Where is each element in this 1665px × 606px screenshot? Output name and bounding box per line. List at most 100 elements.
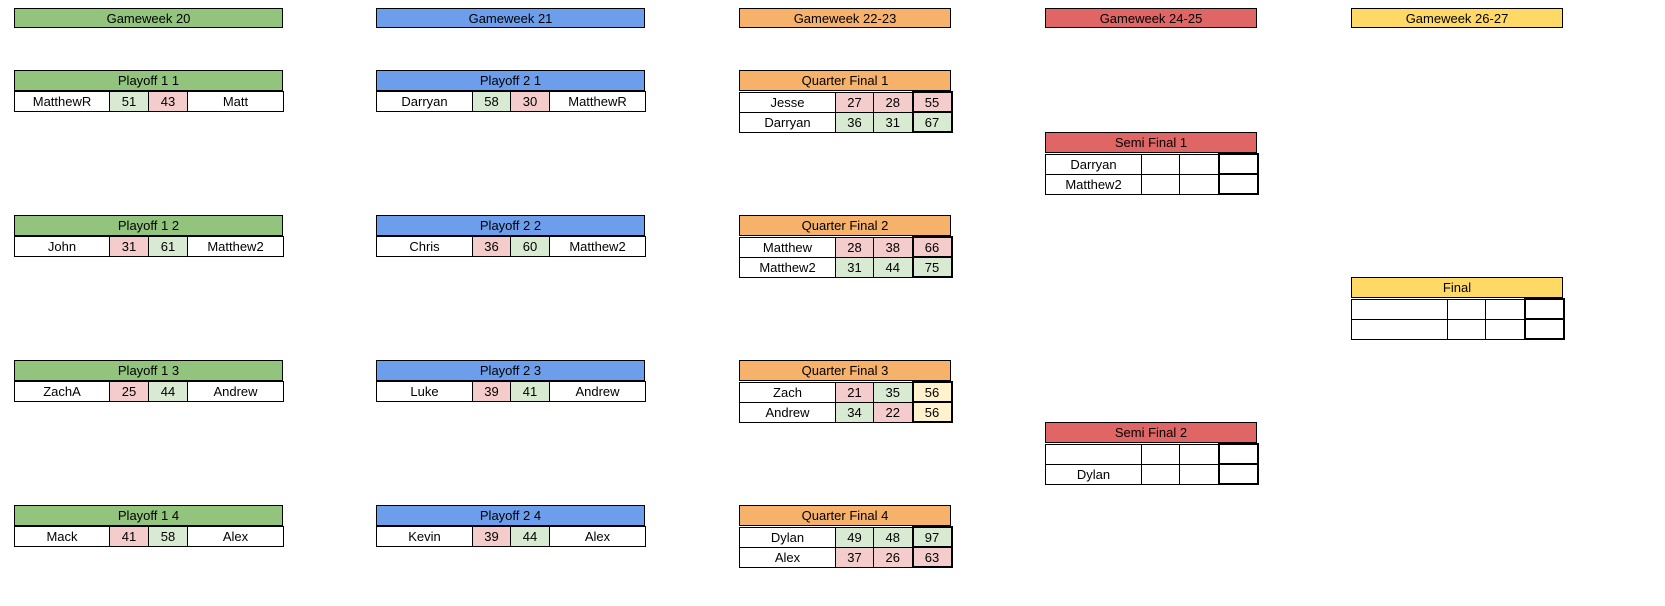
week1-score-cell[interactable] — [1141, 153, 1180, 175]
week1-score-cell[interactable] — [1141, 443, 1180, 465]
week2-score-cell[interactable] — [1179, 153, 1219, 175]
match-title[interactable]: Playoff 1 4 — [14, 505, 283, 526]
player-cell[interactable]: Jesse — [739, 91, 836, 113]
total-score-cell[interactable]: 56 — [911, 381, 953, 403]
player-cell[interactable]: Zach — [739, 381, 836, 403]
total-score-cell[interactable] — [1217, 443, 1259, 465]
home-player-cell[interactable]: John — [14, 236, 110, 257]
player-cell[interactable]: Alex — [739, 546, 836, 568]
week2-score-cell[interactable] — [1485, 298, 1525, 320]
away-score-cell[interactable]: 58 — [148, 526, 188, 547]
away-score-cell[interactable]: 60 — [510, 236, 550, 257]
gameweek-20-header[interactable]: Gameweek 20 — [14, 8, 283, 28]
home-score-cell[interactable]: 51 — [109, 91, 149, 112]
match-title[interactable]: Playoff 1 3 — [14, 360, 283, 381]
away-player-cell[interactable]: Alex — [187, 526, 284, 547]
match-title[interactable]: Quarter Final 4 — [739, 505, 951, 526]
player-cell[interactable] — [1351, 318, 1448, 340]
match-title[interactable]: Playoff 1 1 — [14, 70, 283, 91]
gameweek-24-25-header[interactable]: Gameweek 24-25 — [1045, 8, 1257, 28]
away-score-cell[interactable]: 30 — [510, 91, 550, 112]
week2-score-cell[interactable]: 38 — [873, 236, 913, 258]
player-cell[interactable]: Matthew — [739, 236, 836, 258]
away-player-cell[interactable]: Alex — [549, 526, 646, 547]
player-cell[interactable]: Darryan — [739, 111, 836, 133]
gameweek-22-23-header[interactable]: Gameweek 22-23 — [739, 8, 951, 28]
gameweek-26-27-header[interactable]: Gameweek 26-27 — [1351, 8, 1563, 28]
home-score-cell[interactable]: 36 — [472, 236, 511, 257]
match-title[interactable]: Quarter Final 1 — [739, 70, 951, 91]
away-player-cell[interactable]: Matthew2 — [187, 236, 284, 257]
total-score-cell[interactable] — [1217, 463, 1259, 485]
away-player-cell[interactable]: MatthewR — [549, 91, 646, 112]
total-score-cell[interactable] — [1523, 298, 1565, 320]
home-player-cell[interactable]: Luke — [376, 381, 473, 402]
home-score-cell[interactable]: 31 — [109, 236, 149, 257]
week2-score-cell[interactable] — [1179, 173, 1219, 195]
week2-score-cell[interactable]: 31 — [873, 111, 913, 133]
away-player-cell[interactable]: Andrew — [187, 381, 284, 402]
match-title[interactable]: Playoff 2 4 — [376, 505, 645, 526]
week2-score-cell[interactable]: 35 — [873, 381, 913, 403]
week2-score-cell[interactable]: 28 — [873, 91, 913, 113]
week1-score-cell[interactable]: 21 — [835, 381, 874, 403]
week1-score-cell[interactable] — [1447, 318, 1486, 340]
total-score-cell[interactable] — [1217, 153, 1259, 175]
week1-score-cell[interactable]: 36 — [835, 111, 874, 133]
away-score-cell[interactable]: 43 — [148, 91, 188, 112]
match-title[interactable]: Quarter Final 2 — [739, 215, 951, 236]
player-cell[interactable] — [1045, 443, 1142, 465]
match-title[interactable]: Playoff 2 3 — [376, 360, 645, 381]
match-title[interactable]: Playoff 2 1 — [376, 70, 645, 91]
away-score-cell[interactable]: 44 — [148, 381, 188, 402]
away-player-cell[interactable]: Matt — [187, 91, 284, 112]
total-score-cell[interactable] — [1217, 173, 1259, 195]
player-cell[interactable]: Andrew — [739, 401, 836, 423]
player-cell[interactable] — [1351, 298, 1448, 320]
home-score-cell[interactable]: 39 — [472, 526, 511, 547]
home-player-cell[interactable]: Mack — [14, 526, 110, 547]
player-cell[interactable]: Dylan — [1045, 463, 1142, 485]
home-score-cell[interactable]: 41 — [109, 526, 149, 547]
week1-score-cell[interactable]: 37 — [835, 546, 874, 568]
home-player-cell[interactable]: Chris — [376, 236, 473, 257]
home-player-cell[interactable]: Darryan — [376, 91, 473, 112]
total-score-cell[interactable]: 66 — [911, 236, 953, 258]
away-player-cell[interactable]: Andrew — [549, 381, 646, 402]
away-player-cell[interactable]: Matthew2 — [549, 236, 646, 257]
total-score-cell[interactable]: 55 — [911, 91, 953, 113]
week2-score-cell[interactable]: 48 — [873, 526, 913, 548]
player-cell[interactable]: Dylan — [739, 526, 836, 548]
total-score-cell[interactable]: 63 — [911, 546, 953, 568]
week1-score-cell[interactable] — [1447, 298, 1486, 320]
total-score-cell[interactable] — [1523, 318, 1565, 340]
week1-score-cell[interactable]: 49 — [835, 526, 874, 548]
match-title[interactable]: Quarter Final 3 — [739, 360, 951, 381]
away-score-cell[interactable]: 44 — [510, 526, 550, 547]
total-score-cell[interactable]: 97 — [911, 526, 953, 548]
away-score-cell[interactable]: 61 — [148, 236, 188, 257]
total-score-cell[interactable]: 56 — [911, 401, 953, 423]
home-score-cell[interactable]: 25 — [109, 381, 149, 402]
home-player-cell[interactable]: ZachA — [14, 381, 110, 402]
week1-score-cell[interactable]: 34 — [835, 401, 874, 423]
week2-score-cell[interactable]: 22 — [873, 401, 913, 423]
home-score-cell[interactable]: 39 — [472, 381, 511, 402]
home-player-cell[interactable]: Kevin — [376, 526, 473, 547]
match-title[interactable]: Semi Final 1 — [1045, 132, 1257, 153]
player-cell[interactable]: Matthew2 — [739, 256, 836, 278]
match-title[interactable]: Final — [1351, 277, 1563, 298]
week1-score-cell[interactable]: 28 — [835, 236, 874, 258]
week2-score-cell[interactable]: 44 — [873, 256, 913, 278]
match-title[interactable]: Playoff 1 2 — [14, 215, 283, 236]
match-title[interactable]: Playoff 2 2 — [376, 215, 645, 236]
away-score-cell[interactable]: 41 — [510, 381, 550, 402]
total-score-cell[interactable]: 75 — [911, 256, 953, 278]
week2-score-cell[interactable] — [1179, 463, 1219, 485]
week2-score-cell[interactable]: 26 — [873, 546, 913, 568]
total-score-cell[interactable]: 67 — [911, 111, 953, 133]
week1-score-cell[interactable]: 31 — [835, 256, 874, 278]
week2-score-cell[interactable] — [1179, 443, 1219, 465]
player-cell[interactable]: Darryan — [1045, 153, 1142, 175]
week1-score-cell[interactable] — [1141, 173, 1180, 195]
